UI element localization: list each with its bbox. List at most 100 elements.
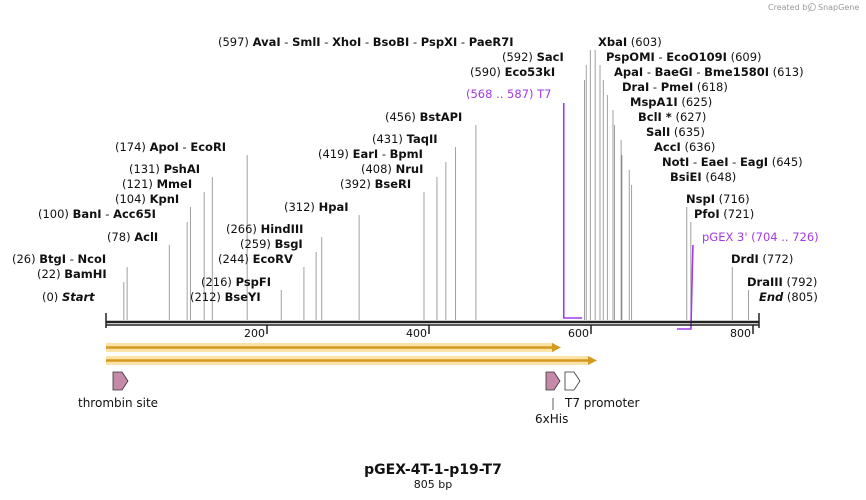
- site-position: (22): [37, 267, 64, 281]
- site-separator: -: [693, 65, 704, 79]
- restriction-site[interactable]: (456) BstAPI: [385, 110, 462, 124]
- enzyme-name: Start: [62, 290, 95, 304]
- restriction-site[interactable]: (216) PspFI: [201, 275, 271, 289]
- enzyme-name: BpmI: [390, 147, 423, 161]
- restriction-site[interactable]: PspOMI - EcoO109I (609): [606, 50, 762, 64]
- restriction-site[interactable]: (0) Start: [42, 290, 95, 304]
- site-label: DraI - PmeI (618): [622, 80, 728, 94]
- site-label: DrdI (772): [731, 252, 793, 266]
- restriction-site[interactable]: (121) MmeI: [122, 177, 192, 191]
- restriction-site[interactable]: XbaI (603): [598, 35, 662, 49]
- restriction-site[interactable]: NspI (716): [686, 192, 750, 206]
- orf-arrow-1[interactable]: [106, 343, 561, 352]
- enzyme-name: EcoRI: [190, 140, 226, 154]
- primer-pgex3[interactable]: pGEX 3' (704 .. 726): [677, 230, 819, 330]
- restriction-site[interactable]: (212) BseYI: [190, 290, 261, 304]
- site-labels: (0) Start (22) BamHI(26) BtgI - NcoI(78) …: [12, 35, 818, 304]
- snapgene-logo-icon: [808, 3, 816, 11]
- restriction-site[interactable]: MspA1I (625): [630, 95, 712, 109]
- restriction-site[interactable]: (431) TaqII: [372, 132, 438, 146]
- site-position: (716): [715, 192, 750, 206]
- site-label: (26) BtgI - NcoI: [12, 252, 106, 266]
- primer-t7[interactable]: (568 .. 587) T7: [466, 87, 583, 319]
- restriction-site[interactable]: (131) PshAI: [129, 162, 200, 176]
- site-position: (805): [783, 290, 818, 304]
- primer-label: pGEX 3' (704 .. 726): [702, 230, 819, 244]
- site-label: (131) PshAI: [129, 162, 200, 176]
- enzyme-name: SmlI: [292, 35, 321, 49]
- restriction-site[interactable]: (597) AvaI - SmlI - XhoI - BsoBI - PspXI…: [218, 35, 514, 49]
- enzyme-name: BseYI: [225, 290, 261, 304]
- restriction-site[interactable]: NotI - EaeI - EagI (645): [662, 155, 803, 169]
- restriction-site[interactable]: SalI (635): [646, 125, 705, 139]
- feature-thrombin-site[interactable]: thrombin site: [78, 371, 158, 410]
- feature-t7-promoter[interactable]: T7 promoter: [564, 371, 640, 410]
- restriction-site[interactable]: (312) HpaI: [284, 200, 349, 214]
- enzyme-name: AvaI: [253, 35, 281, 49]
- site-position: (645): [768, 155, 803, 169]
- enzyme-name: BsiEI: [670, 170, 702, 184]
- primer-label: (568 .. 587) T7: [466, 87, 552, 101]
- enzyme-name: XbaI: [598, 35, 627, 49]
- site-label: (216) PspFI: [201, 275, 271, 289]
- feature-6xhis[interactable]: 6xHis: [535, 371, 568, 426]
- feature-arrow: [545, 371, 561, 391]
- site-label: (104) KpnI: [115, 192, 179, 206]
- site-position: (792): [783, 275, 818, 289]
- restriction-site[interactable]: DrdI (772): [731, 252, 793, 266]
- enzyme-name: BseRI: [375, 177, 412, 191]
- site-separator: -: [409, 35, 420, 49]
- restriction-site[interactable]: (78) AclI: [107, 230, 158, 244]
- restriction-site[interactable]: (244) EcoRV: [218, 252, 293, 266]
- enzyme-name: Eco53kI: [505, 65, 556, 79]
- restriction-site[interactable]: (22) BamHI: [37, 267, 107, 281]
- site-position: (0): [42, 290, 62, 304]
- restriction-site[interactable]: ApaI - BaeGI - Bme1580I (613): [614, 65, 804, 79]
- enzyme-name: MmeI: [157, 177, 193, 191]
- restriction-site[interactable]: BsiEI (648): [670, 170, 736, 184]
- restriction-site[interactable]: DraI - PmeI (618): [622, 80, 728, 94]
- restriction-site[interactable]: (392) BseRI: [340, 177, 411, 191]
- site-position: (212): [190, 290, 225, 304]
- restriction-site[interactable]: (592) SacI: [502, 50, 564, 64]
- restriction-site[interactable]: (590) Eco53kI: [470, 65, 555, 79]
- restriction-site[interactable]: AccI (636): [654, 140, 715, 154]
- restriction-site[interactable]: (100) BanI - Acc65I: [38, 207, 156, 221]
- restriction-site[interactable]: PfoI (721): [694, 207, 754, 221]
- site-position: (266): [226, 222, 261, 236]
- enzyme-name: DraIII: [747, 275, 783, 289]
- credit-brand: SnapGene: [818, 3, 859, 12]
- orf-arrow-2[interactable]: [106, 356, 597, 365]
- restriction-site[interactable]: DraIII (792): [747, 275, 817, 289]
- tick-label: 200: [244, 327, 265, 340]
- primers: (568 .. 587) T7 pGEX 3' (704 .. 726): [466, 87, 819, 330]
- enzyme-name: HindIII: [261, 222, 304, 236]
- site-position: (721): [720, 207, 755, 221]
- restriction-site[interactable]: End (805): [759, 290, 818, 304]
- enzyme-name: PspOMI: [606, 50, 655, 64]
- restriction-site[interactable]: (259) BsgI: [240, 237, 303, 251]
- site-position: (597): [218, 35, 253, 49]
- restriction-site[interactable]: (419) EarI - BpmI: [318, 147, 423, 161]
- site-label: (244) EcoRV: [218, 252, 293, 266]
- restriction-site[interactable]: (266) HindIII: [226, 222, 303, 236]
- enzyme-name: SacI: [537, 50, 564, 64]
- restriction-site[interactable]: (104) KpnI: [115, 192, 179, 206]
- restriction-site[interactable]: BclI * (627): [638, 110, 706, 124]
- enzyme-name: Acc65I: [113, 207, 156, 221]
- site-separator: -: [66, 252, 77, 266]
- restriction-site[interactable]: (26) BtgI - NcoI: [12, 252, 106, 266]
- site-position: (392): [340, 177, 375, 191]
- enzyme-name: PshAI: [164, 162, 200, 176]
- restriction-site[interactable]: (408) NruI: [361, 162, 423, 176]
- site-position: (603): [627, 35, 662, 49]
- site-position: (592): [502, 50, 537, 64]
- orf-arrowhead: [552, 343, 561, 352]
- site-position: (216): [201, 275, 236, 289]
- restriction-site[interactable]: (174) ApoI - EcoRI: [115, 140, 226, 154]
- primer-range: (704 .. 726): [751, 230, 819, 244]
- map-length: 805 bp: [414, 478, 452, 491]
- site-position: (244): [218, 252, 253, 266]
- site-position: (174): [115, 140, 150, 154]
- enzyme-name: MspA1I: [630, 95, 678, 109]
